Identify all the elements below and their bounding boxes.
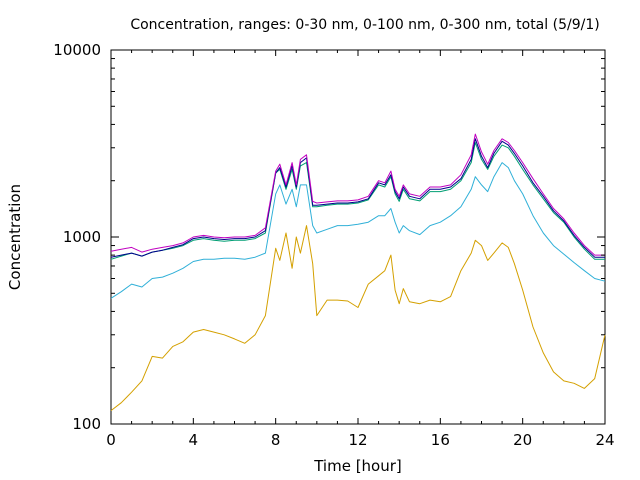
series-line-2 [110,162,606,299]
y-tick-label: 100 [72,415,101,433]
x-axis-label: Time [hour] [313,457,402,475]
x-tick-label: 24 [595,431,614,449]
series-line-1 [110,225,606,411]
series-line-3 [110,142,605,260]
x-tick-label: 8 [271,431,281,449]
plot-area [110,49,606,425]
y-axis: 100 1000 10000 [53,41,605,433]
x-tick-label: 12 [348,431,367,449]
y-axis-label: Concentration [6,184,24,290]
series-line-5 [110,133,605,256]
y-tick-label: 1000 [63,228,101,246]
x-tick-label: 4 [189,431,199,449]
chart-title: Concentration, ranges: 0-30 nm, 0-100 nm… [130,17,599,33]
plot-frame [110,49,606,425]
x-tick-label: 16 [431,431,450,449]
series-line-4 [110,138,605,258]
series-group [110,133,606,411]
x-tick-label: 0 [106,431,116,449]
y-tick-label: 10000 [53,41,101,59]
x-axis: 0 4 8 12 16 20 24 [106,50,615,449]
x-tick-label: 20 [513,431,532,449]
